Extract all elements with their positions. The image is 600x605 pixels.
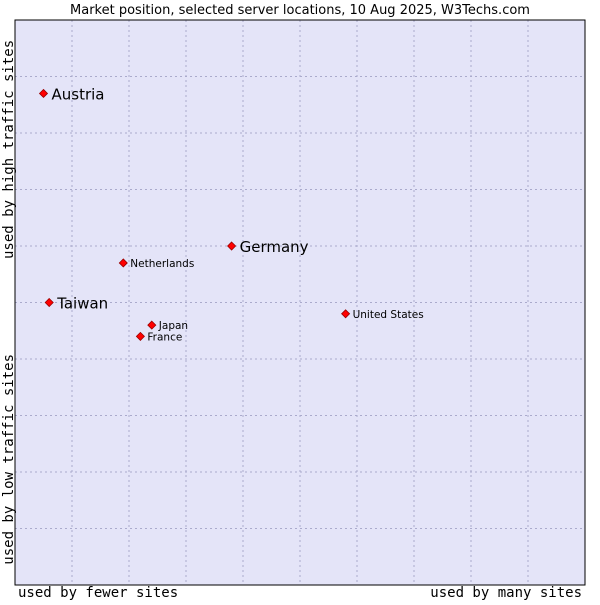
grid-lines <box>15 20 585 585</box>
point-marker-germany <box>227 241 237 251</box>
point-marker-japan <box>147 320 157 330</box>
y-axis-label-bottom: used by low traffic sites <box>1 354 17 565</box>
point-marker-france <box>135 331 145 341</box>
plot-border <box>14 19 586 586</box>
point-label-france: France <box>147 331 182 343</box>
x-axis-label-left: used by fewer sites <box>18 585 178 600</box>
point-label-japan: Japan <box>158 320 188 332</box>
point-marker-united-states <box>341 309 351 319</box>
y-axis-label-top: used by high traffic sites <box>1 40 17 259</box>
point-label-united-states: United States <box>353 309 424 321</box>
x-axis-label-right: used by many sites <box>430 585 582 600</box>
data-points: Austria Germany Netherlands Taiwan United St… <box>38 85 424 343</box>
chart-title: Market position, selected server locatio… <box>70 3 530 18</box>
point-label-austria: Austria <box>52 85 105 103</box>
point-marker-netherlands <box>118 258 128 268</box>
point-label-netherlands: Netherlands <box>130 258 194 270</box>
point-label-taiwan: Taiwan <box>56 295 108 313</box>
point-marker-taiwan <box>44 297 54 308</box>
point-label-germany: Germany <box>240 238 309 256</box>
point-marker-austria <box>38 88 49 99</box>
